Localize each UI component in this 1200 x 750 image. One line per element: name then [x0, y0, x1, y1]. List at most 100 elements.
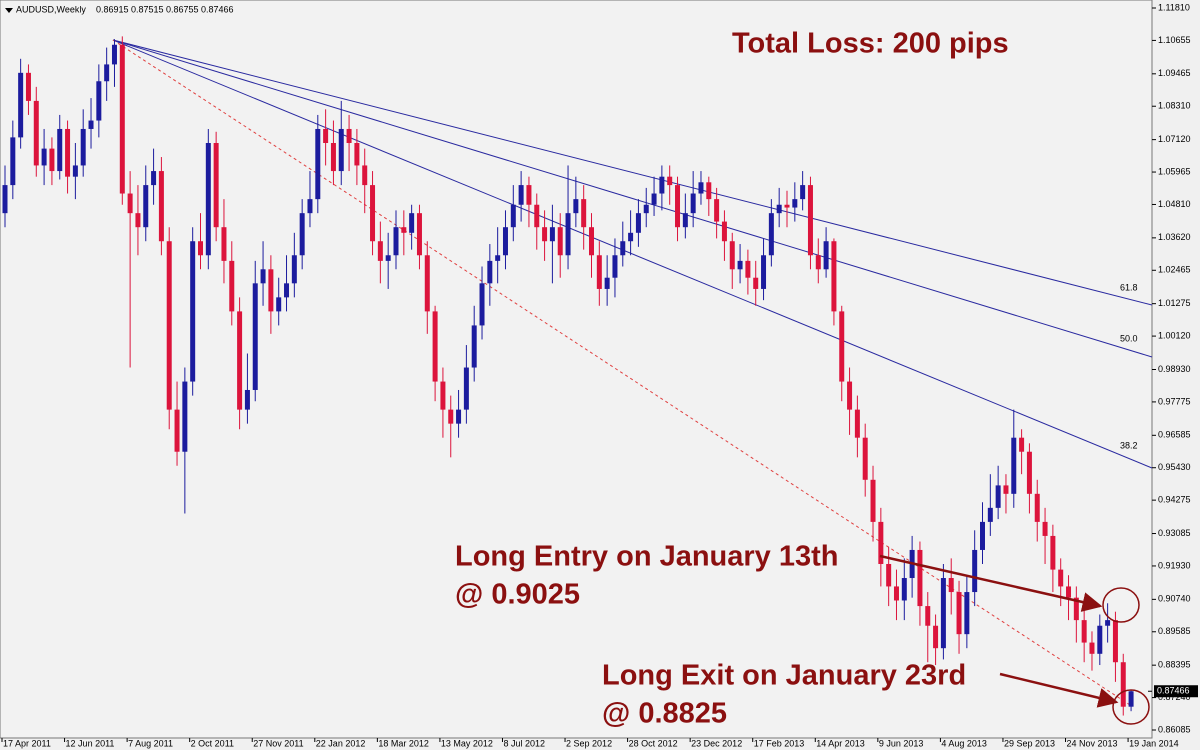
candle-body [284, 283, 290, 298]
candle-body [362, 165, 368, 186]
candle-body [1066, 586, 1072, 598]
candle-body [205, 142, 211, 256]
candle-body [338, 128, 344, 172]
candle-body [33, 100, 39, 166]
low-value: 0.86755 [166, 4, 199, 14]
current-price-box [1154, 685, 1198, 698]
candle-body [229, 260, 235, 312]
x-tick-label: 13 May 2012 [441, 738, 493, 748]
y-tick-label: 1.04810 [1158, 199, 1191, 209]
candle-body [807, 185, 813, 256]
candle-body [667, 176, 673, 186]
candle-body [424, 255, 430, 312]
y-tick-label: 0.94275 [1158, 495, 1191, 505]
candle-body [119, 44, 125, 194]
candle-body [620, 241, 626, 256]
x-tick-label: 9 Jun 2013 [879, 738, 924, 748]
candle-body [2, 185, 8, 214]
candle-body [1128, 691, 1134, 707]
fib-label: 50.0 [1120, 333, 1138, 343]
candle-body [385, 255, 391, 261]
candle-body [1034, 493, 1040, 522]
candle-body [268, 269, 274, 312]
candle-body [815, 255, 821, 270]
candle-body [502, 227, 508, 256]
candle-body [612, 255, 618, 278]
candle-body [510, 204, 516, 228]
annotation: Long Exit on January 23rd [602, 660, 966, 692]
candle-body [682, 213, 688, 228]
candle-body [1120, 662, 1126, 707]
y-tick-label: 1.09465 [1158, 68, 1191, 78]
candle-body [768, 213, 774, 256]
current-price: 0.87466 [1157, 686, 1190, 696]
candle-body [581, 199, 587, 228]
candle-body [127, 193, 133, 214]
x-tick-label: 2 Sep 2012 [566, 738, 612, 748]
candle-body [714, 199, 720, 222]
candle-body [854, 409, 860, 438]
x-tick-label: 17 Apr 2011 [3, 738, 51, 748]
y-tick-label: 0.89585 [1158, 626, 1191, 636]
candle-body [784, 204, 790, 208]
y-tick-label: 0.93085 [1158, 528, 1191, 538]
candle-body [315, 128, 321, 200]
candle-body [596, 255, 602, 289]
y-tick-label: 0.90740 [1158, 594, 1191, 604]
candle-body [370, 185, 376, 242]
candle-body [158, 171, 164, 242]
fan-line [112, 39, 1153, 358]
candle-body [933, 625, 939, 649]
candle-body [1003, 485, 1009, 494]
candle-body [792, 199, 798, 208]
candle-body [839, 311, 845, 382]
x-tick-label: 27 Nov 2011 [253, 738, 303, 748]
entry-circle [1102, 587, 1140, 623]
candle-body [354, 142, 360, 166]
candle-body [409, 213, 415, 233]
annotation: @ 0.9025 [455, 579, 580, 611]
candle-body [675, 185, 681, 228]
candle-body [753, 277, 759, 289]
fan-line [112, 39, 1153, 306]
candle-body [135, 213, 141, 228]
menu-icon [5, 8, 13, 13]
candle-body [1058, 569, 1064, 587]
candle-body [1019, 437, 1025, 452]
candle-body [901, 578, 907, 601]
candle-body [393, 227, 399, 256]
candle-body [706, 182, 712, 200]
candle-body [440, 381, 446, 410]
fan-line [112, 39, 1153, 469]
y-tick-label: 0.95430 [1158, 462, 1191, 472]
candle-body [448, 409, 454, 424]
x-tick-label: 24 Nov 2013 [1067, 738, 1118, 748]
candle-body [737, 260, 743, 270]
candle-body [471, 325, 477, 368]
y-tick-label: 1.11810 [1158, 2, 1190, 12]
candle-body [104, 64, 110, 82]
candle-body [870, 479, 876, 522]
candle-body [456, 409, 462, 424]
candle-body [729, 241, 735, 270]
candles [2, 36, 1134, 716]
candle-body [198, 241, 203, 256]
candle-body [534, 204, 540, 228]
candle-body [401, 227, 407, 233]
candle-body [800, 185, 806, 200]
y-tick-label: 1.05965 [1158, 166, 1191, 176]
candle-body [1050, 535, 1056, 570]
candle-body [330, 142, 336, 172]
y-tick-label: 1.07120 [1158, 134, 1191, 144]
candle-body [346, 128, 352, 143]
candle-body [111, 44, 117, 65]
x-tick-label: 23 Dec 2012 [691, 738, 742, 748]
fib-label: 61.8 [1120, 282, 1138, 292]
candle-body [628, 232, 634, 242]
y-tick-label: 0.91930 [1158, 560, 1191, 570]
candle-body [463, 367, 469, 410]
candle-body [221, 227, 227, 261]
x-tick-label: 8 Jul 2012 [503, 738, 545, 748]
candle-body [291, 255, 297, 284]
candle-body [174, 409, 180, 452]
